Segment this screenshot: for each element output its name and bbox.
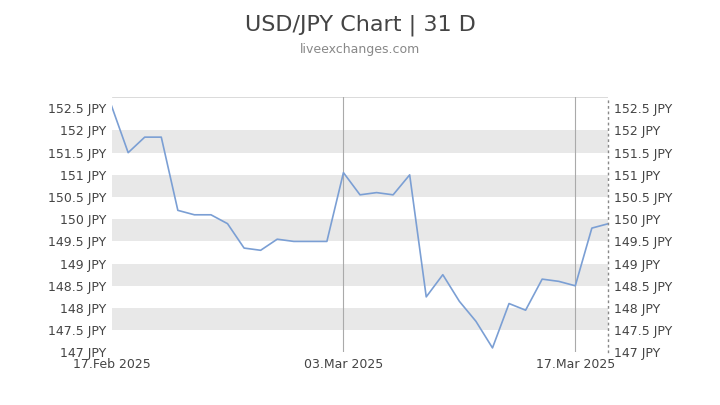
Bar (112, 330, 608, 352)
Bar (112, 219, 608, 241)
Bar (112, 153, 608, 175)
Bar (112, 108, 608, 130)
Text: liveexchanges.com: liveexchanges.com (300, 43, 420, 55)
Bar (112, 130, 608, 153)
Bar (112, 264, 608, 286)
Bar (112, 241, 608, 264)
Bar (112, 286, 608, 308)
Bar (112, 197, 608, 219)
Text: USD/JPY Chart | 31 D: USD/JPY Chart | 31 D (245, 14, 475, 36)
Bar (112, 308, 608, 330)
Bar (112, 175, 608, 197)
